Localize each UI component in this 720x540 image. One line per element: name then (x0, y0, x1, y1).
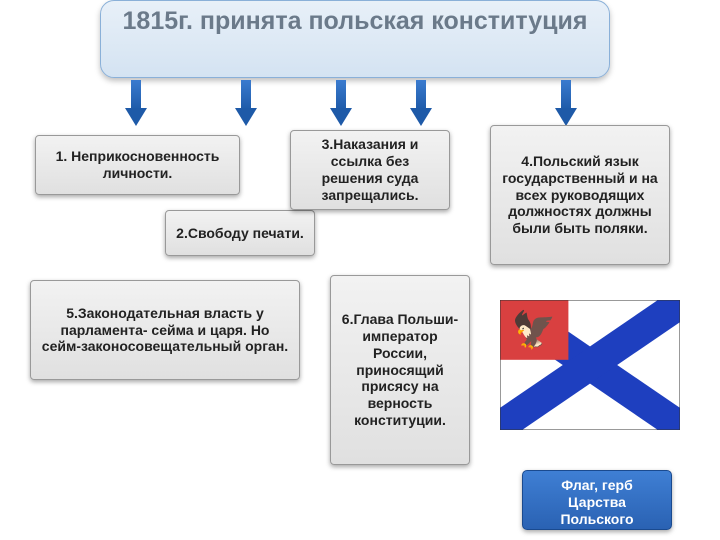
down-arrow (555, 80, 577, 130)
node-text: 5.Законодательная власть у парламента- с… (39, 305, 291, 355)
down-arrow (235, 80, 257, 130)
flag-caption: Флаг, герб Царства Польского (522, 470, 672, 530)
node-text: 4.Польский язык государственный и на все… (499, 153, 661, 237)
node-n1: 1. Неприкосновенность личности. (35, 135, 240, 195)
node-n4: 4.Польский язык государственный и на все… (490, 125, 670, 265)
node-n2: 2.Свободу печати. (165, 210, 315, 256)
down-arrow (330, 80, 352, 130)
node-text: 3.Наказания и ссылка без решения суда за… (299, 136, 441, 203)
svg-text:🦅: 🦅 (512, 308, 557, 350)
down-arrow (125, 80, 147, 130)
node-text: 2.Свободу печати. (176, 225, 304, 242)
node-n6: 6.Глава Польши-император России, принося… (330, 275, 470, 465)
node-n3: 3.Наказания и ссылка без решения суда за… (290, 130, 450, 210)
flag-poland-kingdom: 🦅 (500, 300, 680, 430)
node-text: 1. Неприкосновенность личности. (44, 148, 231, 182)
down-arrow (410, 80, 432, 130)
flag-svg: 🦅 (500, 300, 680, 430)
flag-caption-text: Флаг, герб Царства Польского (560, 477, 633, 527)
title-box: 1815г. принята польская конституция (100, 0, 610, 78)
node-text: 6.Глава Польши-император России, принося… (339, 311, 461, 429)
title-text: 1815г. принята польская конституция (123, 7, 588, 35)
node-n5: 5.Законодательная власть у парламента- с… (30, 280, 300, 380)
